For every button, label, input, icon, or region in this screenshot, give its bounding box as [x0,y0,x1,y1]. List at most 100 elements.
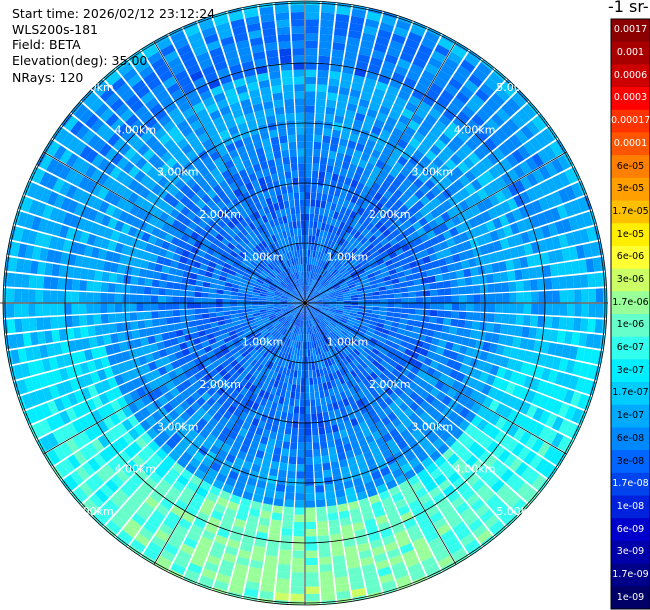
range-gate [378,315,387,320]
range-gate [216,311,224,317]
range-gate [404,434,416,445]
range-gate [389,359,398,368]
range-gate [267,326,275,332]
range-gate [206,433,217,445]
range-gate [276,265,282,273]
range-gate [313,333,317,341]
range-gate [124,445,137,459]
range-gate [506,493,521,509]
range-gate [209,444,221,455]
range-gate [140,199,152,211]
range-gate [551,316,560,329]
range-gate [135,468,149,482]
range-gate [297,304,303,310]
range-gate [388,382,398,392]
range-gate [406,524,421,536]
range-gate [114,220,125,232]
range-gate [267,475,277,484]
range-gate [101,324,110,335]
range-gate [535,458,549,474]
range-gate [14,288,22,303]
range-gate [348,332,356,339]
range-gate [372,306,380,311]
range-gate [502,346,512,358]
range-gate [360,504,372,515]
range-gate [216,289,224,295]
range-gate [328,150,337,160]
range-gate [398,276,407,283]
range-gate [494,389,505,402]
range-gate [184,569,200,582]
range-gate [100,238,111,250]
range-gate [289,332,294,340]
range-gate [256,265,264,272]
range-gate [145,327,155,337]
range-gate [193,297,202,303]
range-gate [221,205,231,215]
range-gate [545,303,553,316]
range-gate [332,317,340,323]
range-gate [277,34,291,43]
range-gate [253,361,261,370]
range-gate [250,500,262,510]
range-gate [359,467,370,477]
range-gate [422,342,431,351]
range-gate [107,293,115,303]
range-gate [437,303,445,310]
range-gate [406,319,415,326]
range-gate [193,549,208,561]
range-gate [270,78,282,87]
range-gate [43,317,52,330]
range-gate [383,324,392,331]
range-gate [412,272,421,280]
range-gate [143,521,158,535]
range-gate [201,456,213,468]
range-gate [316,412,324,421]
range-gate [373,367,382,377]
range-gate [360,444,371,454]
range-gate [472,369,483,380]
range-gate [233,340,242,348]
range-gate [266,306,274,309]
range-gate [328,187,336,196]
range-gate [464,320,473,329]
range-gate [124,147,137,161]
range-gate [323,389,330,398]
range-gate [452,427,464,440]
range-gate [165,346,175,356]
range-gate [184,227,194,237]
range-gate [302,342,305,350]
range-gate [519,431,532,446]
range-gate [305,156,313,164]
range-gate [455,353,466,363]
range-gate [24,213,35,229]
range-gate [194,468,206,480]
range-gate [185,505,199,517]
range-gate [575,377,586,393]
range-gate [436,310,445,318]
range-gate [343,307,351,311]
range-gate [379,400,389,410]
range-gate [225,258,234,266]
range-gate [388,347,398,355]
range-gate [298,295,304,301]
range-gate [301,220,305,229]
range-gate [320,19,334,28]
range-gate [296,377,301,386]
range-gate [163,138,176,151]
range-gate [397,345,407,354]
range-gate [157,366,168,376]
range-gate [211,326,220,333]
range-gate [391,368,401,378]
range-gate [561,344,571,359]
range-gate [475,503,490,518]
range-gate [277,26,291,35]
range-gate [301,305,305,313]
range-gate [167,324,176,332]
range-gate [219,521,233,532]
range-gate [37,331,46,345]
range-gate [384,396,394,406]
range-gate [561,373,572,388]
range-gate [320,156,328,165]
range-gate [359,421,369,431]
